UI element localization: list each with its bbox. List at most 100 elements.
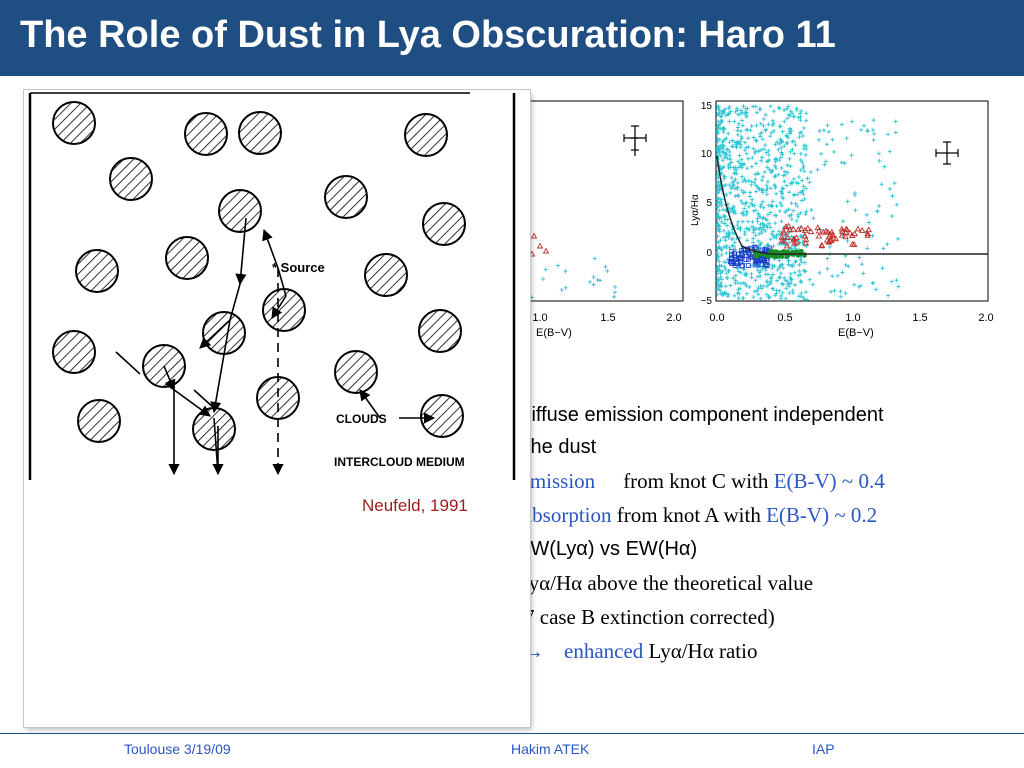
scatter-point: [591, 282, 596, 287]
footer-author: Hakim ATEK: [511, 741, 590, 757]
scatter-point: [736, 219, 741, 224]
scatter-point: [721, 173, 726, 178]
scatter-point: [865, 128, 870, 133]
scatter-point: [885, 242, 890, 247]
scatter-point: [861, 271, 866, 276]
scatter-point: [731, 182, 736, 187]
scatter-point: [762, 147, 767, 152]
right-xtick-0: 0.0: [709, 312, 724, 324]
scatter-point: [893, 119, 898, 124]
scatter-point: [778, 233, 786, 240]
scatter-point: [859, 127, 864, 132]
scatter-point: [886, 293, 891, 298]
footer-institution: IAP: [812, 741, 835, 757]
scatter-point: [789, 213, 794, 218]
scatter-point: [721, 235, 726, 240]
scatter-point: [721, 125, 726, 130]
scatter-point: [760, 178, 765, 183]
scatter-point: [801, 295, 806, 300]
enhanced-word: enhanced: [564, 639, 644, 663]
scatter-point: [843, 262, 848, 267]
scatter-point: [751, 208, 756, 213]
scatter-point: [716, 199, 719, 204]
scatter-point: [779, 138, 784, 143]
photon-paths: [115, 217, 436, 476]
scatter-point: [768, 237, 773, 242]
scatter-point: [717, 277, 722, 282]
scatter-point: [745, 166, 750, 171]
scatter-point: [825, 123, 830, 128]
scatter-point: [769, 276, 774, 281]
scatter-point: [740, 123, 745, 128]
scatter-point: [530, 250, 536, 257]
scatter-point: [788, 131, 793, 136]
scatter-point: [741, 190, 746, 195]
scatter-point: [775, 267, 780, 272]
theoretical-curve: [716, 155, 988, 256]
scatter-point: [877, 204, 882, 209]
scatter-point: [822, 162, 827, 167]
scatter-point: [764, 223, 769, 228]
scatter-point: [782, 179, 787, 184]
scatter-point: [803, 212, 808, 217]
scatter-point: [802, 196, 807, 201]
scatter-point: [765, 225, 770, 230]
scatter-point: [761, 257, 767, 263]
scatter-point: [845, 199, 850, 204]
scatter-point: [729, 260, 734, 266]
scatter-point: [784, 183, 789, 188]
scatter-point: [722, 176, 727, 181]
scatter-point: [780, 152, 785, 157]
scatter-point: [784, 133, 789, 138]
scatter-point: [801, 192, 806, 197]
scatter-point: [753, 104, 758, 109]
scatter-point: [717, 287, 722, 292]
scatter-point: [732, 240, 737, 245]
scatter-point: [870, 233, 875, 238]
scatter-point: [765, 179, 770, 184]
slide-title: The Role of Dust in Lya Obscuration: Har…: [20, 14, 836, 56]
scatter-point: [770, 229, 775, 234]
scatter-point: [753, 177, 758, 182]
scatter-point: [727, 161, 732, 166]
scatter-point: [761, 123, 766, 128]
scatter-point: [756, 238, 761, 243]
scatter-point: [732, 208, 737, 213]
scatter-point: [716, 196, 721, 201]
scatter-point: [717, 137, 722, 142]
scatter-point: [739, 188, 744, 193]
scatter-point: [740, 201, 745, 206]
scatter-point: [796, 294, 801, 299]
scatter-point: [767, 167, 772, 172]
scatter-point: [809, 208, 814, 213]
citation: Neufeld, 1991: [362, 496, 468, 515]
scatter-point: [717, 201, 722, 206]
scatter-point: [765, 165, 770, 170]
right-plot-points: [716, 104, 901, 301]
scatter-point: [787, 127, 792, 132]
scatter-point: [612, 294, 617, 299]
scatter-point: [728, 190, 733, 195]
scatter-point: [766, 253, 772, 259]
scatter-point: [783, 210, 788, 215]
scatter-point: [798, 190, 803, 195]
scatter-point: [777, 258, 782, 263]
scatter-point: [776, 229, 781, 234]
scatter-point: [733, 257, 739, 263]
scatter-point: [862, 123, 867, 128]
scatter-point: [727, 183, 732, 188]
scatter-point: [755, 288, 760, 293]
scatter-point: [794, 108, 799, 113]
scatter-point: [764, 192, 769, 197]
scatter-point: [802, 169, 807, 174]
scatter-point: [759, 158, 764, 163]
scatter-point: [830, 274, 835, 279]
scatter-point: [821, 128, 826, 133]
scatter-point: [727, 153, 732, 158]
right-ytick-15: 15: [701, 101, 713, 112]
scatter-point: [894, 202, 899, 207]
scatter-point: [530, 295, 535, 300]
scatter-point: [717, 229, 722, 234]
scatter-point: [723, 284, 728, 289]
scatter-point: [749, 164, 754, 169]
